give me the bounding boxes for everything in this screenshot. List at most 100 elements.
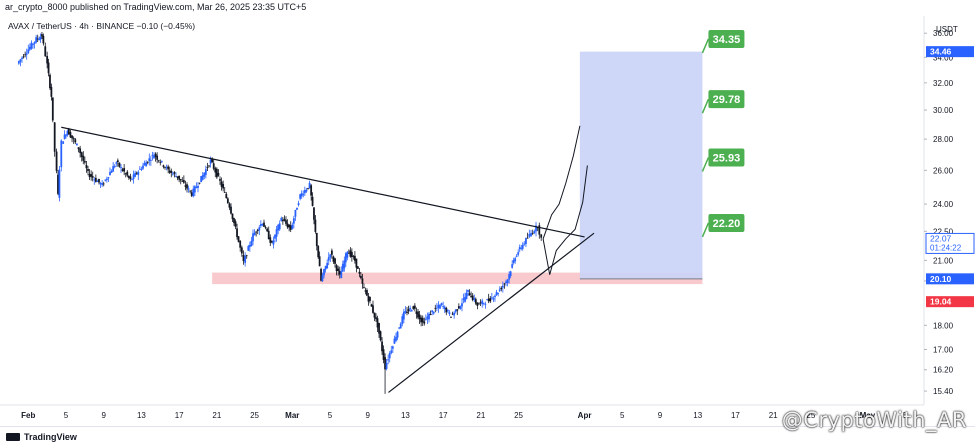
candle-body bbox=[378, 322, 380, 334]
symbol-name[interactable]: AVAX / TetherUS · 4h · BINANCE bbox=[8, 21, 135, 31]
candle-body bbox=[390, 350, 393, 354]
candle-body bbox=[192, 188, 195, 197]
candle-body bbox=[518, 247, 521, 250]
candle-body bbox=[137, 171, 140, 176]
candle-body bbox=[259, 224, 262, 227]
candle-body bbox=[421, 317, 424, 323]
candle-body bbox=[170, 170, 173, 173]
candle-body bbox=[209, 159, 212, 164]
candle-body bbox=[67, 128, 70, 135]
tradingview-logo[interactable]: TradingView bbox=[6, 432, 77, 442]
candle-body bbox=[129, 176, 132, 179]
candle-body bbox=[501, 285, 504, 288]
candle-body bbox=[426, 316, 429, 320]
candle-body bbox=[409, 307, 412, 310]
candle-body bbox=[223, 192, 226, 193]
candle-body bbox=[450, 316, 452, 318]
candle-body bbox=[462, 298, 465, 300]
candle-body bbox=[307, 187, 309, 189]
candle-body bbox=[82, 155, 85, 161]
candle-body bbox=[329, 254, 332, 258]
candle-body bbox=[479, 302, 482, 304]
candle-body bbox=[285, 220, 287, 224]
price-tag-text: 20.10 bbox=[930, 274, 952, 284]
candle-body bbox=[497, 293, 500, 294]
candle-body bbox=[143, 163, 146, 166]
candle-body bbox=[327, 257, 330, 261]
candle-body bbox=[536, 227, 539, 229]
candle-body bbox=[361, 278, 364, 284]
candle-body bbox=[138, 168, 141, 170]
candle-body bbox=[272, 240, 275, 245]
candle-body bbox=[179, 179, 182, 181]
y-tick-label: 22.50 bbox=[933, 227, 954, 236]
candle-body bbox=[247, 246, 250, 251]
target-leader bbox=[701, 222, 710, 238]
candle-body bbox=[96, 181, 99, 182]
target-label-box bbox=[708, 213, 745, 232]
candle-body bbox=[175, 176, 177, 177]
candle-body bbox=[35, 37, 38, 43]
candle-body bbox=[21, 57, 23, 59]
candle-body bbox=[407, 309, 410, 312]
candle-body bbox=[184, 185, 187, 187]
candle-body bbox=[528, 234, 531, 237]
candle-body bbox=[217, 172, 220, 176]
candle-body bbox=[258, 227, 261, 231]
candle-body bbox=[367, 295, 370, 302]
candle-body bbox=[451, 313, 454, 315]
candle-body bbox=[116, 160, 119, 163]
price-tag-box bbox=[926, 46, 974, 58]
footer-bar: TradingView bbox=[0, 426, 975, 447]
x-tick-label: 9 bbox=[658, 411, 663, 420]
candle-body bbox=[198, 182, 201, 184]
candle-body bbox=[19, 59, 22, 62]
x-tick-label: May bbox=[860, 411, 876, 420]
candle-body bbox=[471, 295, 474, 300]
candle-body bbox=[357, 266, 359, 269]
candle-body bbox=[415, 311, 418, 314]
candle-body bbox=[115, 162, 118, 164]
candle-body bbox=[334, 258, 336, 264]
candle-body bbox=[168, 170, 171, 173]
candle-body bbox=[252, 233, 254, 242]
candle-body bbox=[239, 241, 242, 248]
candle-body bbox=[171, 173, 174, 175]
candle-body bbox=[291, 224, 294, 229]
candle-body bbox=[509, 271, 512, 277]
x-tick-label: 21 bbox=[476, 411, 485, 420]
candle-body bbox=[538, 225, 541, 235]
candle-body bbox=[289, 225, 292, 230]
candle-body bbox=[465, 292, 468, 299]
y-tick-label: 21.00 bbox=[933, 256, 954, 265]
candle-body bbox=[456, 309, 459, 311]
candle-body bbox=[164, 167, 166, 168]
price-tag-timer: 01:24:22 bbox=[930, 243, 962, 252]
candle-body bbox=[318, 256, 321, 267]
candle-body bbox=[413, 305, 416, 309]
candle-body bbox=[286, 223, 289, 228]
candle-body bbox=[104, 179, 107, 181]
candle-body bbox=[204, 169, 207, 175]
symbol-legend[interactable]: AVAX / TetherUS · 4h · BINANCE −0.10 (−0… bbox=[8, 21, 195, 31]
candle-body bbox=[324, 265, 327, 270]
candle-body bbox=[242, 254, 245, 262]
candle-body bbox=[482, 303, 485, 304]
descending-trendline bbox=[61, 126, 585, 238]
candle-body bbox=[294, 209, 297, 217]
candle-body bbox=[446, 310, 449, 312]
candle-body bbox=[28, 46, 31, 50]
publisher-bar: ar_crypto_8000 published on TradingView.… bbox=[0, 0, 975, 15]
target-label-text: 22.20 bbox=[713, 218, 741, 230]
candle-body bbox=[315, 233, 318, 247]
candle-body bbox=[145, 162, 148, 167]
candle-body bbox=[478, 303, 480, 305]
candle-body bbox=[302, 194, 305, 196]
y-tick-label: 32.00 bbox=[933, 79, 954, 88]
candle-body bbox=[369, 296, 371, 301]
author-watermark: @CryptoWith_AR bbox=[781, 408, 967, 432]
candle-body bbox=[445, 308, 448, 313]
candle-body bbox=[66, 130, 69, 136]
